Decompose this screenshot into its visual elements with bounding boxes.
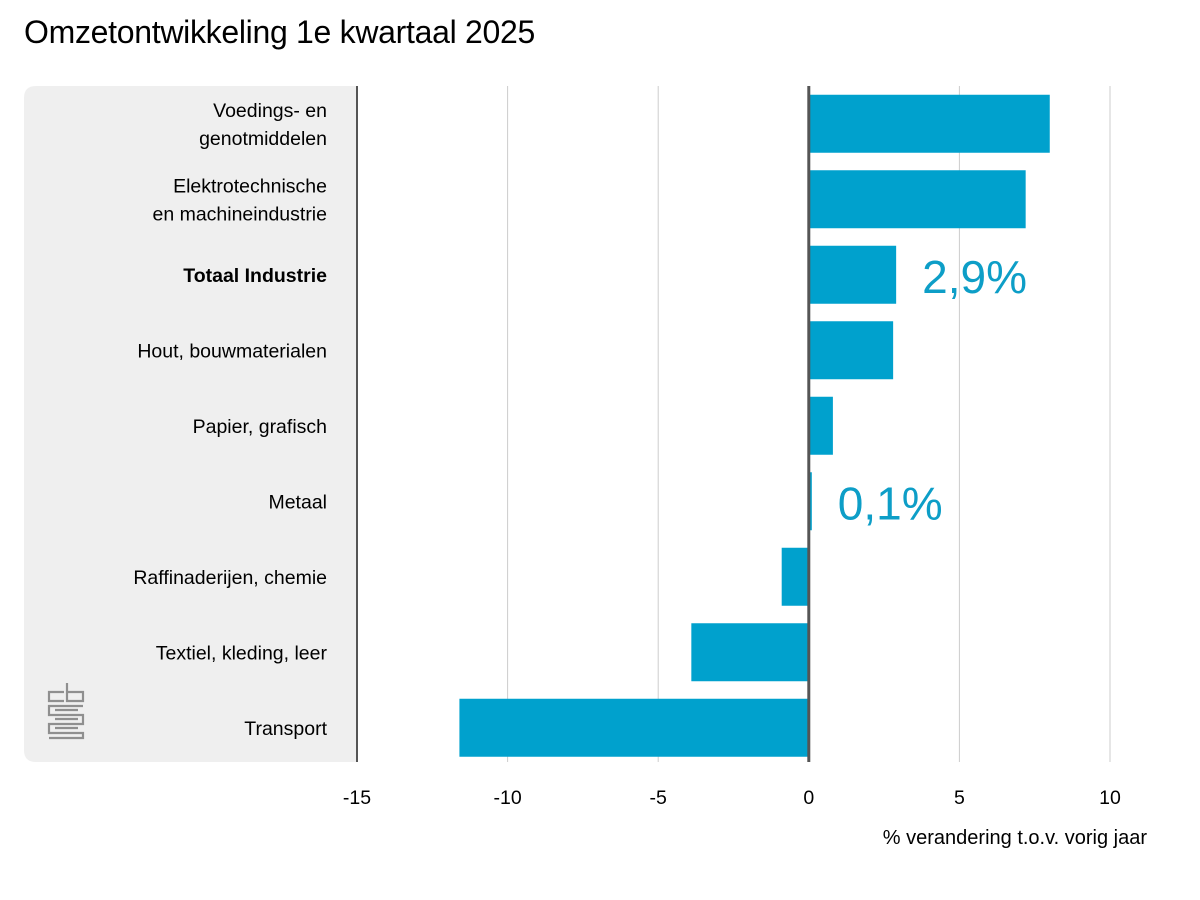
category-panel [24,86,357,762]
category-label: Transport [244,718,327,740]
bar [808,94,1050,153]
x-tick-label: 10 [1099,787,1121,809]
x-axis-label: % verandering t.o.v. vorig jaar [883,827,1148,849]
bar [808,321,894,380]
x-tick-label: -15 [343,787,371,809]
category-label: Totaal Industrie [183,265,327,287]
cbs-logo-stroke [65,683,85,703]
bar [808,170,1026,229]
category-label: Hout, bouwmaterialen [137,340,327,362]
x-tick-label: -5 [650,787,667,809]
x-tick-label: 5 [954,787,965,809]
bar [691,623,809,682]
category-label: Raffinaderijen, chemie [133,567,327,589]
value-annotation: 0,1% [838,477,943,529]
chart-title: Omzetontwikkeling 1e kwartaal 2025 [24,14,535,50]
bar [808,245,897,304]
category-label: Metaal [268,491,327,513]
category-label: Papier, grafisch [193,416,327,438]
x-tick-label: 0 [803,787,814,809]
category-label: Voedings- en genotmiddelen [199,100,327,150]
cbs-logo [47,683,85,740]
value-annotation: 2,9% [922,251,1027,303]
x-tick-label: -10 [494,787,522,809]
cbs-logo-stroke [47,690,64,703]
bar [781,547,809,606]
cbs-logo-stroke [55,708,78,730]
bar [459,698,809,757]
category-label: Textiel, kleding, leer [156,642,328,664]
category-label: Elektrotechnische en machineindustrie [152,175,327,225]
cbs-logo-stroke [47,704,85,740]
bar [808,472,812,531]
bar [808,396,833,455]
